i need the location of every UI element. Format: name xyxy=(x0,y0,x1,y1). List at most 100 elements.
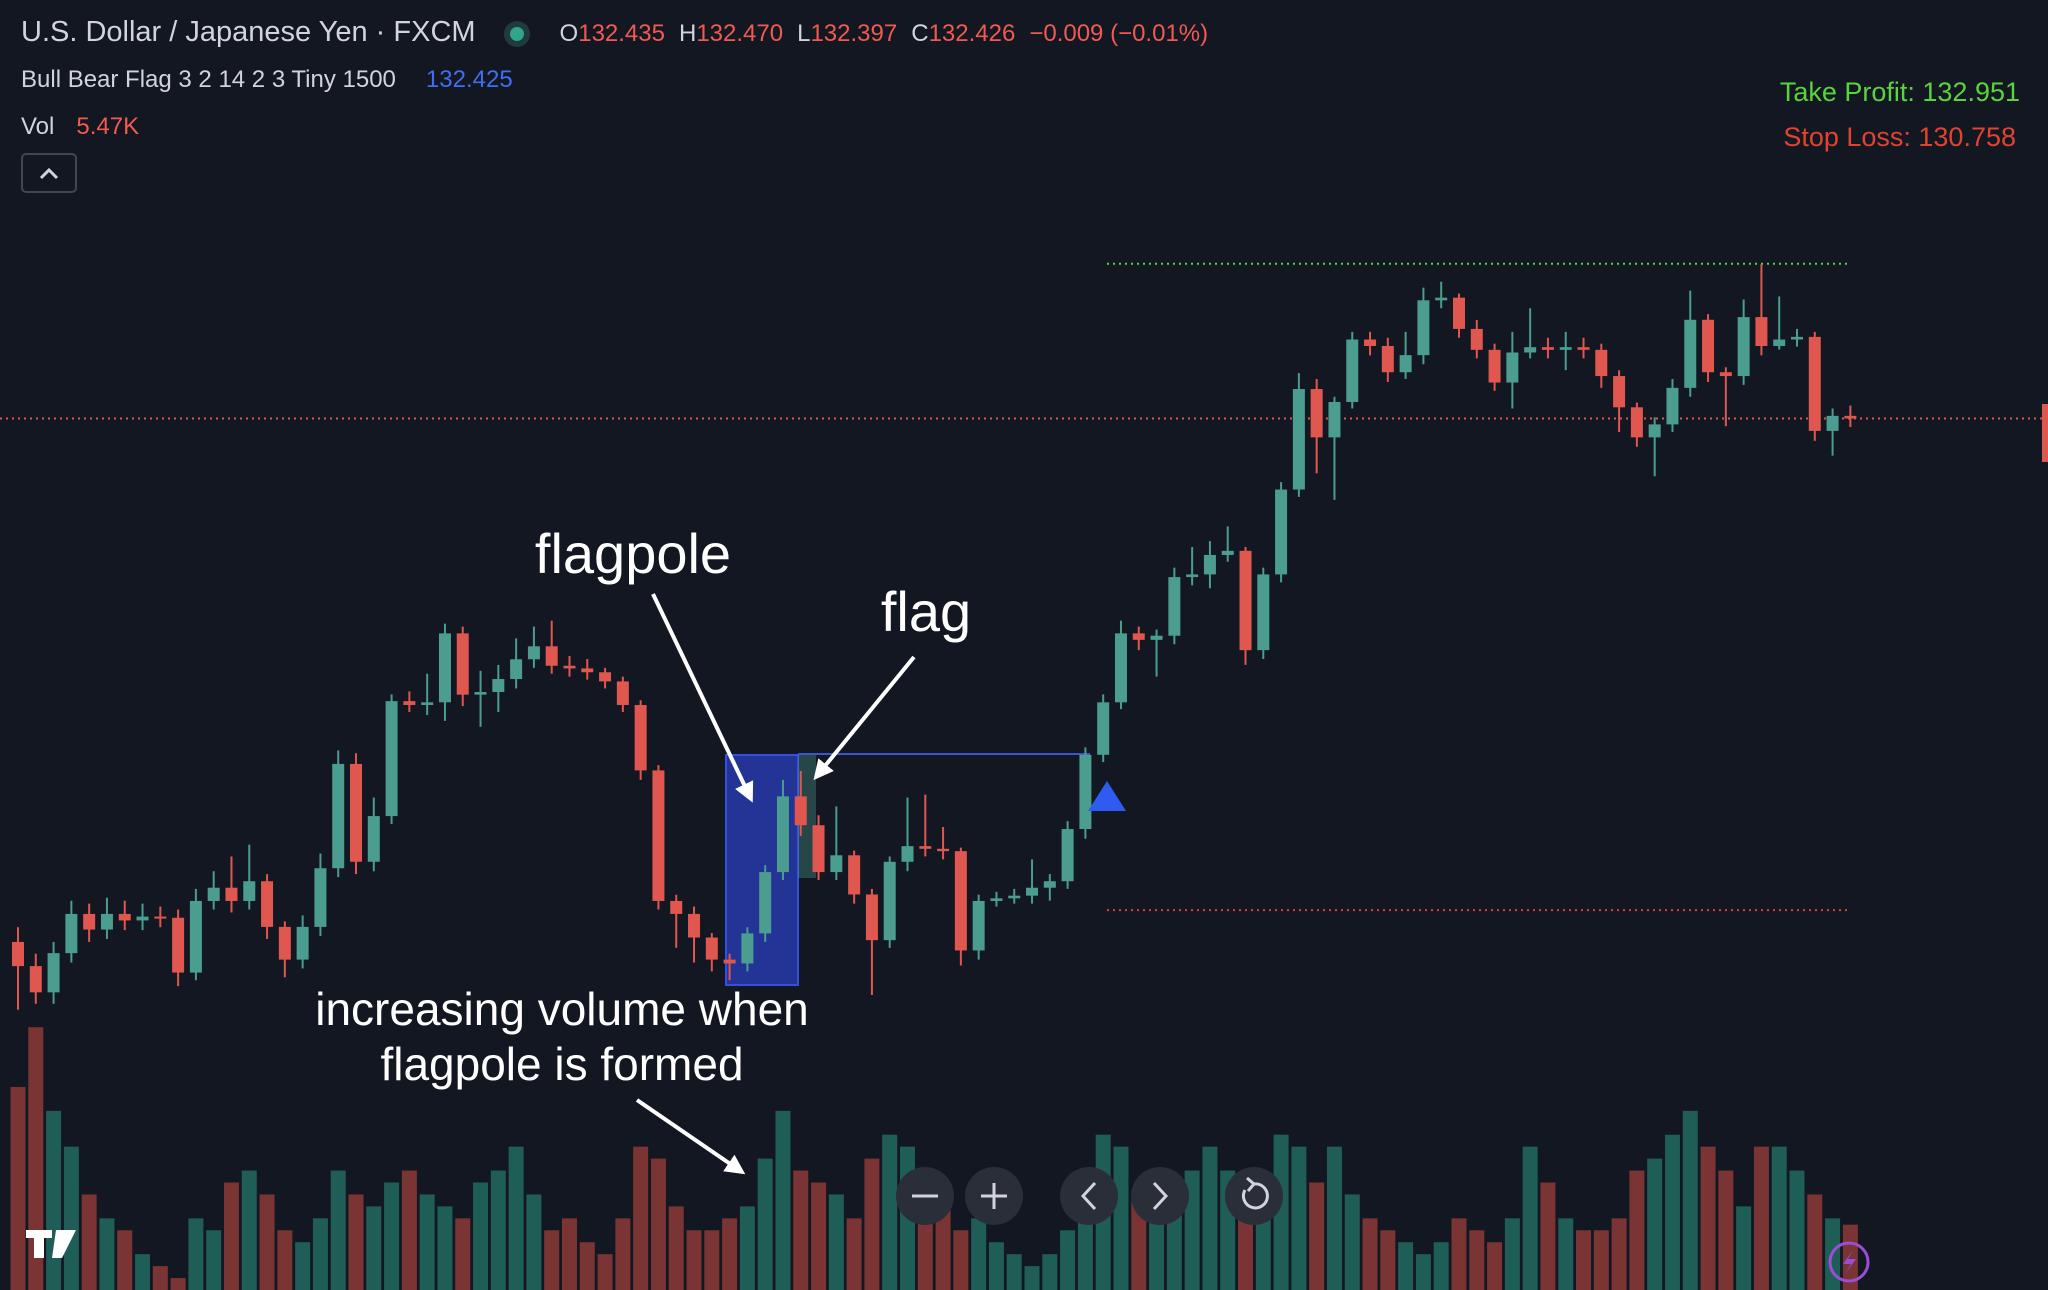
volume-bar xyxy=(526,1194,542,1290)
reset-button[interactable] xyxy=(1225,1167,1283,1225)
candle-body xyxy=(723,959,736,964)
candle-body xyxy=(474,692,487,695)
volume-bar xyxy=(597,1254,613,1290)
volume-bar xyxy=(1842,1224,1858,1290)
volume-bar xyxy=(1326,1146,1342,1290)
candle-body xyxy=(1381,346,1394,373)
volume-bar xyxy=(490,1170,506,1290)
candle-body xyxy=(278,926,291,960)
candle-body xyxy=(1541,347,1554,350)
candle-body xyxy=(154,916,167,919)
ohlc-key: O xyxy=(559,20,579,47)
candle-body xyxy=(1026,887,1039,896)
volume-bar xyxy=(1522,1146,1538,1290)
volume-bar xyxy=(757,1158,773,1290)
flag-box xyxy=(798,755,816,878)
candle-body xyxy=(189,900,202,973)
candle-body xyxy=(848,855,861,895)
scroll-left-button[interactable] xyxy=(1060,1167,1118,1225)
candle-body xyxy=(1506,352,1519,383)
candle-body xyxy=(1310,389,1323,438)
volume-bar xyxy=(63,1146,79,1290)
volume-bar xyxy=(99,1218,115,1290)
candle-body xyxy=(1097,702,1110,755)
price-lines xyxy=(0,262,2048,912)
volume-bar xyxy=(1718,1170,1734,1290)
candle-body xyxy=(1737,317,1750,377)
volume-bar xyxy=(561,1218,577,1290)
candle-body xyxy=(1755,317,1768,347)
volume-bar xyxy=(46,1110,62,1290)
candle-body xyxy=(29,966,42,993)
ohlc-value: 132.470 xyxy=(696,20,784,47)
volume-bar xyxy=(811,1182,827,1290)
indicator-name: Bull Bear Flag 3 2 14 2 3 Tiny 1500 xyxy=(21,66,396,93)
volume-bar xyxy=(1398,1242,1414,1290)
volume-bar xyxy=(615,1218,631,1290)
volume-bar xyxy=(704,1230,720,1290)
candle-body xyxy=(1613,376,1626,408)
candle-body xyxy=(901,846,914,862)
volume-bar xyxy=(1433,1242,1449,1290)
volume-bar xyxy=(348,1194,364,1290)
volume-bar xyxy=(330,1170,346,1290)
candle-body xyxy=(261,881,274,927)
lightning-button[interactable] xyxy=(1828,1241,1870,1283)
candle-body xyxy=(937,848,950,852)
candle-body xyxy=(1684,319,1697,388)
candle-body xyxy=(634,704,647,771)
volume-bar xyxy=(170,1278,186,1290)
zoom-out-button[interactable] xyxy=(896,1167,954,1225)
candle-body xyxy=(492,679,505,693)
volume-bar xyxy=(1469,1230,1485,1290)
volume-bar xyxy=(1753,1146,1769,1290)
candle-body xyxy=(1061,829,1074,882)
volume-bar xyxy=(1700,1146,1716,1290)
volume-bar xyxy=(241,1170,257,1290)
volume-bar xyxy=(508,1146,524,1290)
volume-bar xyxy=(473,1182,489,1290)
volume-bar xyxy=(366,1206,382,1290)
candle-body xyxy=(1648,424,1661,438)
scroll-right-button[interactable] xyxy=(1131,1167,1189,1225)
volume-bar xyxy=(1647,1158,1663,1290)
candle-body xyxy=(616,681,629,705)
candle-body xyxy=(314,868,327,927)
tv-logo[interactable] xyxy=(26,1230,76,1258)
volume-bar xyxy=(152,1266,168,1290)
volume-bar xyxy=(455,1218,471,1290)
candle-body xyxy=(225,887,238,901)
ohlc-item: O132.435 xyxy=(560,20,665,48)
collapse-button[interactable] xyxy=(21,153,77,193)
candle-body xyxy=(350,763,363,862)
volume-bar xyxy=(1807,1194,1823,1290)
arrow xyxy=(651,593,754,803)
volume-bar xyxy=(1558,1218,1574,1290)
volume-bar xyxy=(1736,1206,1752,1290)
candle-body xyxy=(47,953,60,993)
candle-body xyxy=(1079,754,1092,830)
volume-bar xyxy=(419,1194,435,1290)
candle-body xyxy=(403,701,416,705)
candle-body xyxy=(243,881,256,901)
candle-body xyxy=(1275,489,1288,575)
volume-bar xyxy=(722,1218,738,1290)
ohlc-value: 132.426 xyxy=(928,20,1016,47)
candle-body xyxy=(1773,339,1786,347)
candle-body xyxy=(1719,372,1732,377)
volume-bar xyxy=(1664,1134,1680,1290)
candle-body xyxy=(12,941,24,967)
zoom-in-button[interactable] xyxy=(965,1167,1023,1225)
candle-body xyxy=(1043,881,1056,888)
indicator-row: Bull Bear Flag 3 2 14 2 3 Tiny 1500 132.… xyxy=(21,66,513,94)
volume-bar xyxy=(1504,1218,1520,1290)
candle-body xyxy=(1399,355,1412,373)
volume-bar xyxy=(10,1086,26,1290)
volume-bar xyxy=(117,1230,133,1290)
volume-value: 5.47K xyxy=(76,113,140,140)
volume-bar xyxy=(1629,1170,1645,1290)
candle-body xyxy=(794,796,807,826)
candle-body xyxy=(1417,300,1430,356)
candle-body xyxy=(136,916,149,921)
